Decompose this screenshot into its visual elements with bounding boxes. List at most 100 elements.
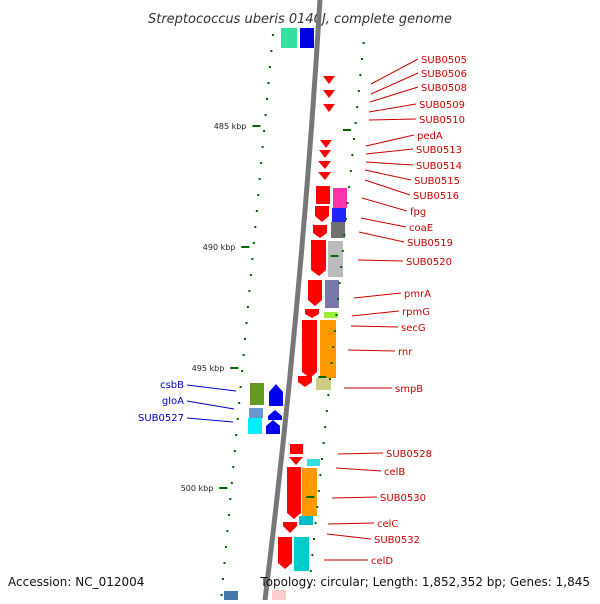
scale-dot	[345, 218, 347, 220]
map-title: Streptococcus uberis 0140J, complete gen…	[148, 12, 452, 27]
feature-block	[299, 516, 313, 525]
scale-dot	[232, 466, 235, 468]
scale-dot	[238, 402, 241, 404]
scale-dot	[343, 234, 346, 236]
feature-block	[316, 186, 330, 204]
scale-dot	[314, 522, 317, 524]
scale-dot	[224, 546, 227, 548]
leader-line	[365, 134, 415, 147]
feature-arrow	[268, 410, 282, 420]
feature-block	[311, 240, 326, 276]
scale-dot	[359, 74, 362, 76]
gene-label: coaE	[409, 223, 433, 234]
gene-label: SUB0515	[414, 176, 460, 187]
feature-arrow	[318, 161, 331, 169]
scale-dot	[263, 130, 266, 132]
kbp-tick	[241, 246, 250, 248]
gene-label: SUB0520	[406, 257, 452, 268]
gene-features	[224, 28, 347, 600]
gene-label: SUB0530	[380, 493, 426, 504]
gene-label: smpB	[395, 384, 423, 395]
gene-label: gloA	[162, 396, 184, 407]
gene-label: SUB0514	[416, 161, 462, 172]
scale-dot	[241, 370, 244, 372]
scale-dot	[346, 202, 349, 204]
feature-block	[272, 590, 286, 600]
gene-label: SUB0505	[421, 55, 467, 66]
feature-block	[308, 280, 322, 306]
leader-line	[357, 259, 404, 262]
scale-dot	[351, 154, 354, 156]
scale-dot	[236, 418, 239, 420]
feature-block	[305, 309, 319, 318]
leader-line	[364, 169, 412, 181]
leader-line	[353, 292, 402, 299]
feature-block	[332, 208, 346, 222]
scale-dot	[333, 330, 336, 332]
scale-dot	[264, 114, 267, 116]
leader-line	[370, 72, 419, 95]
kbp-tick	[219, 487, 228, 489]
gene-label: SUB0513	[416, 145, 462, 156]
feature-block	[298, 376, 312, 387]
scale-dot	[308, 586, 311, 588]
feature-block	[302, 468, 317, 516]
leader-line	[350, 325, 399, 328]
scale-dot	[254, 226, 257, 228]
leader-line	[365, 161, 414, 166]
feature-arrow	[320, 140, 332, 148]
leader-line	[365, 148, 414, 155]
feature-block	[278, 537, 292, 569]
feature-block	[224, 591, 238, 600]
feature-block	[320, 320, 336, 378]
scale-dot	[348, 186, 351, 188]
scale-dot	[223, 562, 226, 564]
kbp-label: 490 kbp	[203, 243, 236, 252]
gene-label: SUB0528	[386, 449, 432, 460]
leader-line	[351, 310, 400, 317]
scale-ticks: 485 kbp 490 kbp 495 kbp 500 kbp	[181, 34, 365, 604]
scale-dot	[229, 498, 232, 500]
gene-label: SUB0508	[421, 83, 467, 94]
gene-label: SUB0506	[421, 69, 467, 80]
scale-dot	[317, 490, 320, 492]
gene-label: SUB0532	[374, 535, 420, 546]
feature-block	[250, 383, 264, 405]
gene-labels: SUB0505 SUB0506 SUB0508 SUB0509 SUB0510 pedA S…	[138, 55, 467, 567]
topology-text: Topology: circular; Length: 1,852,352 bp…	[259, 575, 590, 589]
scale-dot	[316, 506, 319, 508]
scale-dot	[248, 290, 251, 292]
gene-label: SUB0516	[413, 191, 459, 202]
feature-block	[328, 241, 343, 277]
scale-dot	[252, 242, 255, 244]
kbp-label: 500 kbp	[181, 484, 214, 493]
kbp-tick	[230, 367, 239, 369]
scale-dot	[226, 530, 229, 532]
scale-dot	[260, 162, 263, 164]
gene-label: csbB	[160, 380, 184, 391]
scale-dot	[267, 82, 270, 84]
scale-dot	[361, 58, 363, 60]
leader-line	[361, 197, 408, 212]
scale-dot	[239, 386, 242, 388]
feature-block	[290, 444, 303, 454]
scale-dot	[329, 378, 331, 380]
scale-dot	[220, 594, 223, 596]
scale-dot	[251, 258, 254, 260]
feature-block	[333, 188, 347, 208]
scale-dot	[330, 362, 333, 364]
scale-dot	[244, 338, 246, 340]
feature-block	[313, 225, 327, 238]
gene-label: fpg	[410, 207, 426, 218]
scale-dot	[235, 434, 238, 436]
feature-block	[281, 28, 297, 48]
scale-dot	[271, 34, 274, 36]
feature-block	[331, 222, 345, 238]
leader-line	[186, 384, 237, 392]
leader-line	[335, 467, 382, 472]
feature-arrow	[319, 150, 331, 158]
kbp-label: 485 kbp	[214, 122, 247, 131]
scale-dot	[362, 42, 365, 44]
scale-dot	[341, 250, 344, 252]
scale-dot	[222, 578, 224, 580]
